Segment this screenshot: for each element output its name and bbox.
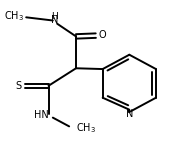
Text: CH$_3$: CH$_3$	[3, 10, 24, 23]
Text: N: N	[126, 110, 133, 119]
Text: HN: HN	[34, 110, 49, 120]
Text: S: S	[16, 81, 22, 91]
Text: CH$_3$: CH$_3$	[76, 121, 96, 135]
Text: O: O	[99, 30, 107, 40]
Text: H: H	[51, 12, 58, 21]
Text: N: N	[51, 15, 58, 25]
